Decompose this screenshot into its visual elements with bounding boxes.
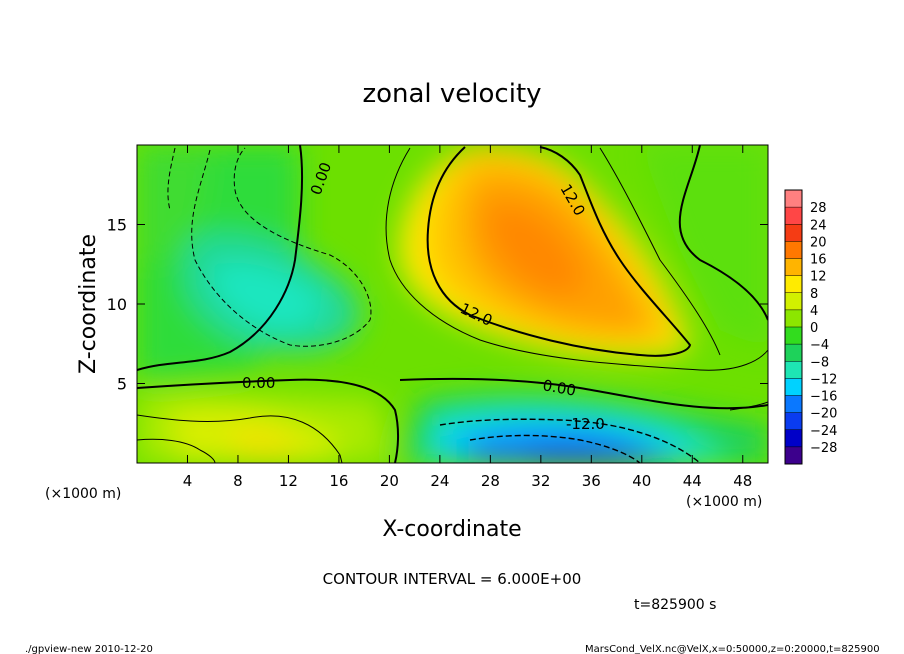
x-tick-label: 44: [683, 472, 702, 490]
heatmap-field: 0.00 12.0 12.0 0.00 0.00 -12.0: [137, 145, 768, 463]
y-tick-label: 15: [107, 216, 127, 235]
x-tick-label: 48: [733, 472, 752, 490]
x-tick-label: 40: [632, 472, 651, 490]
colorbar-label: −16: [810, 390, 837, 405]
x-tick-label: 24: [430, 472, 449, 490]
colorbar-swatch: [785, 361, 802, 379]
colorbar-label: 16: [810, 253, 827, 268]
x-tick-label: 8: [233, 472, 243, 490]
colorbar-label: 4: [810, 304, 818, 319]
colorbar-swatch: [785, 309, 802, 328]
colorbar-label: −12: [810, 372, 837, 387]
colorbar-label: 28: [810, 201, 827, 216]
colorbar-swatch: [785, 429, 802, 448]
colorbar-swatch: [785, 446, 802, 465]
colorbar-label: −28: [810, 441, 837, 456]
colorbar-label: 24: [810, 218, 827, 233]
colorbar-label: 20: [810, 235, 827, 250]
x-tick-label: 16: [329, 472, 348, 490]
y-tick-label: 10: [107, 295, 127, 314]
colorbar-swatch: [785, 241, 802, 259]
x-unit-right: (×1000 m): [686, 494, 762, 510]
colorbar-swatch: [785, 275, 802, 294]
x-axis-title: X-coordinate: [382, 517, 521, 542]
x-axis-ticks: 4 8 12 16 20 24 28 32 36 40 44 48: [183, 145, 752, 490]
x-tick-label: 36: [582, 472, 601, 490]
chart-title: zonal velocity: [362, 79, 541, 109]
x-tick-label: 4: [183, 472, 193, 490]
colorbar-label: 8: [810, 287, 818, 302]
x-tick-label: 20: [380, 472, 399, 490]
x-tick-label: 28: [481, 472, 500, 490]
colorbar-swatch: [785, 207, 802, 225]
time-text: t=825900 s: [634, 597, 716, 613]
colorbar-label: −8: [810, 355, 829, 370]
y-tick-label: 5: [117, 375, 127, 394]
x-tick-label: 12: [279, 472, 298, 490]
colorbar-swatch: [785, 224, 802, 242]
colorbar: 28 24 20 16 12 8 4 0 −4 −8 −12 −16 −20 −24 −28: [784, 189, 837, 465]
colorbar-swatch: [785, 190, 802, 208]
footer-left: ./gpview-new 2010-12-20: [25, 644, 153, 654]
colorbar-swatch: [785, 378, 802, 396]
contour-label: 0.00: [242, 374, 275, 392]
colorbar-label: 0: [810, 321, 818, 336]
colorbar-label: −4: [810, 338, 829, 353]
colorbar-swatch: [785, 258, 802, 277]
colorbar-swatch: [785, 292, 802, 311]
colorbar-swatch: [785, 327, 802, 345]
colorbar-swatch: [785, 395, 802, 414]
y-axis-ticks: 5 10 15: [107, 216, 768, 394]
x-tick-label: 32: [531, 472, 550, 490]
x-unit-left: (×1000 m): [45, 486, 121, 502]
contour-lines: [137, 145, 768, 463]
colorbar-label: 12: [810, 270, 827, 285]
y-axis-title: Z-coordinate: [76, 234, 101, 374]
footer-right: MarsCond_VelX.nc@VelX,x=0:50000,z=0:2000…: [585, 644, 880, 654]
contour-label: -12.0: [566, 415, 605, 433]
contour-label: 0.00: [541, 376, 577, 400]
colorbar-label: −24: [810, 424, 837, 439]
colorbar-label: −20: [810, 407, 837, 422]
colorbar-swatch: [785, 412, 802, 431]
contour-interval-text: CONTOUR INTERVAL = 6.000E+00: [323, 570, 582, 588]
colorbar-swatch: [785, 344, 802, 362]
